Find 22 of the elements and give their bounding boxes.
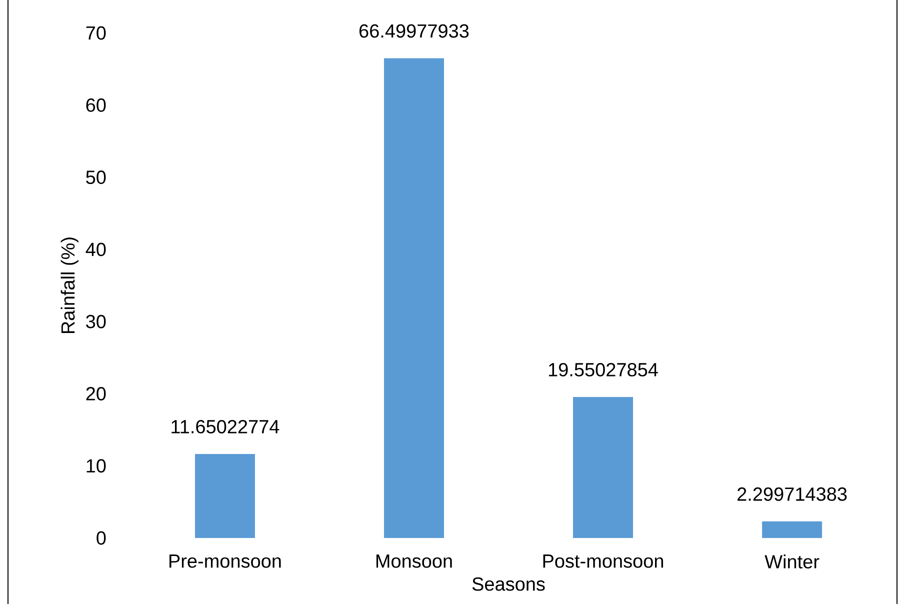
data-label: 11.65022774 — [172, 420, 280, 434]
x-tick-label: Pre-monsoon — [169, 554, 281, 568]
y-tick-label: 40 — [86, 242, 106, 256]
data-label: 66.49977933 — [359, 24, 469, 38]
bar — [762, 521, 822, 538]
y-tick-label: 30 — [86, 314, 106, 328]
data-label: 2.299714383 — [738, 487, 847, 501]
y-tick-label: 50 — [86, 170, 106, 184]
bar — [384, 58, 444, 538]
y-tick-label: 20 — [86, 386, 106, 400]
y-tick-label: 0 — [96, 531, 106, 545]
y-tick-label: 10 — [86, 459, 106, 473]
y-axis-title: Rainfall (%) — [60, 238, 78, 334]
bar — [194, 454, 255, 538]
x-axis-title: Seasons — [472, 577, 545, 591]
y-tick-label: 60 — [86, 98, 106, 112]
x-tick-label: Post-monsoon — [543, 554, 664, 568]
x-tick-label: Winter — [764, 554, 820, 568]
bar — [573, 396, 634, 538]
x-tick-label: Monsoon — [376, 554, 452, 568]
y-tick-label: 70 — [86, 26, 106, 40]
data-label: 19.55027854 — [548, 362, 658, 376]
